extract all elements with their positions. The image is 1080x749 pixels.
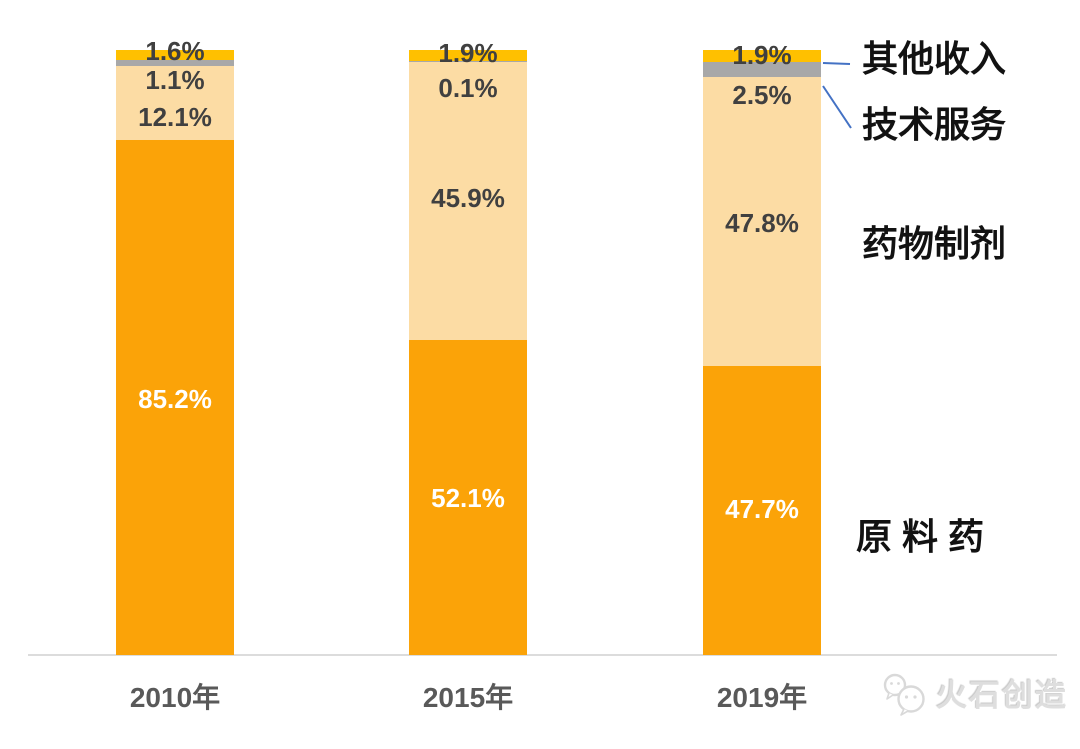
bar-segment-formulation xyxy=(703,76,821,367)
bar-2010 xyxy=(116,50,234,655)
legend-other-income: 其他收入 xyxy=(862,38,1007,79)
value-label-2019-other-income: 1.9% xyxy=(732,40,792,70)
bar-segment-formulation xyxy=(116,66,234,140)
x-tick-2010: 2010年 xyxy=(129,682,221,713)
value-label-2015-tech-service: 0.1% xyxy=(438,73,498,103)
bar-segment-tech-service xyxy=(116,59,234,67)
callout-line-other-income xyxy=(822,62,851,65)
value-label-2015-other-income: 1.9% xyxy=(438,38,498,68)
bar-2015 xyxy=(409,50,527,655)
bar-segment-tech-service xyxy=(703,61,821,77)
x-tick-2019: 2019年 xyxy=(716,682,808,713)
bar-segment-api xyxy=(409,339,527,655)
watermark: 火石创造 xyxy=(880,670,1068,720)
value-label-2015-formulation: 45.9% xyxy=(431,183,505,213)
value-label-2019-formulation: 47.8% xyxy=(725,208,799,238)
bar-segment-other-income xyxy=(703,50,821,62)
bar-segment-api xyxy=(703,366,821,655)
wechat-bubbles-icon xyxy=(883,673,925,716)
value-label-2015-api: 52.1% xyxy=(431,483,505,513)
legend-formulation: 药物制剂 xyxy=(862,223,1007,264)
bar-segment-other-income xyxy=(116,50,234,60)
x-tick-2015: 2015年 xyxy=(422,682,514,713)
legend-tech-service: 技术服务 xyxy=(862,104,1007,145)
legend-api: 原 料 药 xyxy=(856,516,985,557)
watermark-text: 火石创造 xyxy=(936,677,1068,713)
value-label-2019-api: 47.7% xyxy=(725,494,799,524)
bar-segment-api xyxy=(116,139,234,655)
value-label-2019-tech-service: 2.5% xyxy=(732,80,792,110)
value-label-2010-other-income: 1.6% xyxy=(145,36,205,66)
bar-segment-formulation xyxy=(409,62,527,340)
bar-2019 xyxy=(703,50,821,655)
callout-line-tech-service xyxy=(822,85,852,129)
value-label-2010-api: 85.2% xyxy=(138,384,212,414)
bar-segment-tech-service xyxy=(409,61,527,63)
x-axis-line xyxy=(28,654,1057,656)
value-label-2010-tech-service: 1.1% xyxy=(145,65,205,95)
bar-segment-other-income xyxy=(409,50,527,62)
value-label-2010-formulation: 12.1% xyxy=(138,102,212,132)
